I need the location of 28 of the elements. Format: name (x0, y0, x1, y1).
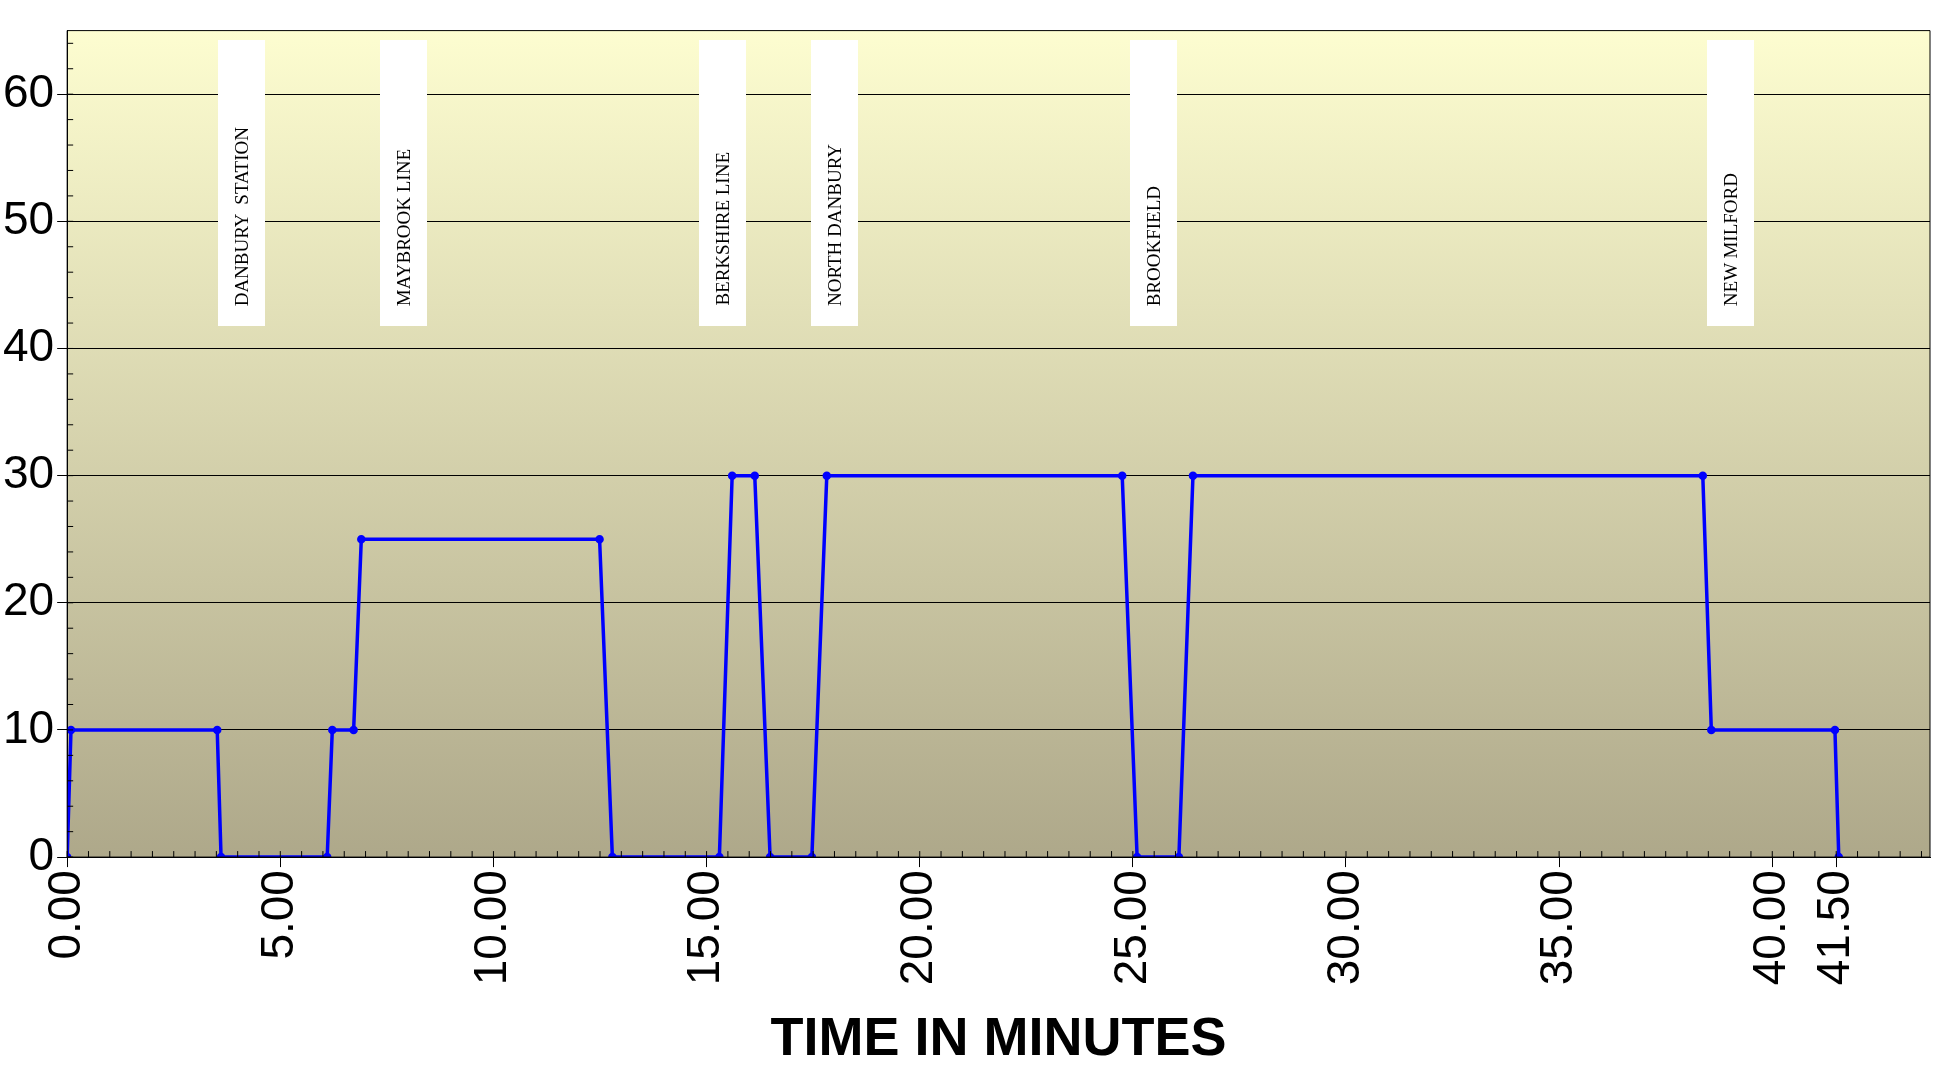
x-tick-label: 10.00 (464, 870, 517, 986)
annotation: BROOKFIELD (1142, 185, 1165, 306)
x-tick-label: 20.00 (890, 870, 943, 986)
x-tick-label: 41.50 (1806, 870, 1859, 986)
annotation: NORTH DANBURY (823, 144, 846, 306)
y-tick-label: 60 (2, 64, 55, 117)
y-tick-label: 40 (2, 319, 55, 372)
x-tick-label: 25.00 (1103, 870, 1156, 986)
x-tick-label: 5.00 (250, 870, 303, 960)
station-sign: NORTH DANBURY (811, 40, 858, 326)
station-sign: MAYBROOK LINE (380, 40, 427, 326)
x-tick-label: 30.00 (1316, 870, 1369, 986)
annotation: BERKSHIRE LINE (711, 152, 734, 306)
x-axis-title: TIME IN MINUTES (770, 1006, 1227, 1067)
x-tick-label: 15.00 (677, 870, 730, 986)
y-tick-label: 50 (2, 192, 55, 245)
station-sign: NEW MILFORD (1707, 40, 1754, 326)
station-sign: BROOKFIELD (1130, 40, 1177, 326)
y-tick-label: 30 (2, 446, 55, 499)
y-tick-label: 10 (2, 700, 55, 753)
x-tick-label: 40.00 (1742, 870, 1795, 986)
annotation: MAYBROOK LINE (392, 148, 415, 306)
station-sign: DANBURY STATION (218, 40, 265, 326)
station-sign: BERKSHIRE LINE (699, 40, 746, 326)
annotation: NEW MILFORD (1719, 172, 1742, 306)
y-tick-label: 20 (2, 573, 55, 626)
x-tick-label: 35.00 (1529, 870, 1582, 986)
annotation: DANBURY STATION (230, 126, 253, 306)
